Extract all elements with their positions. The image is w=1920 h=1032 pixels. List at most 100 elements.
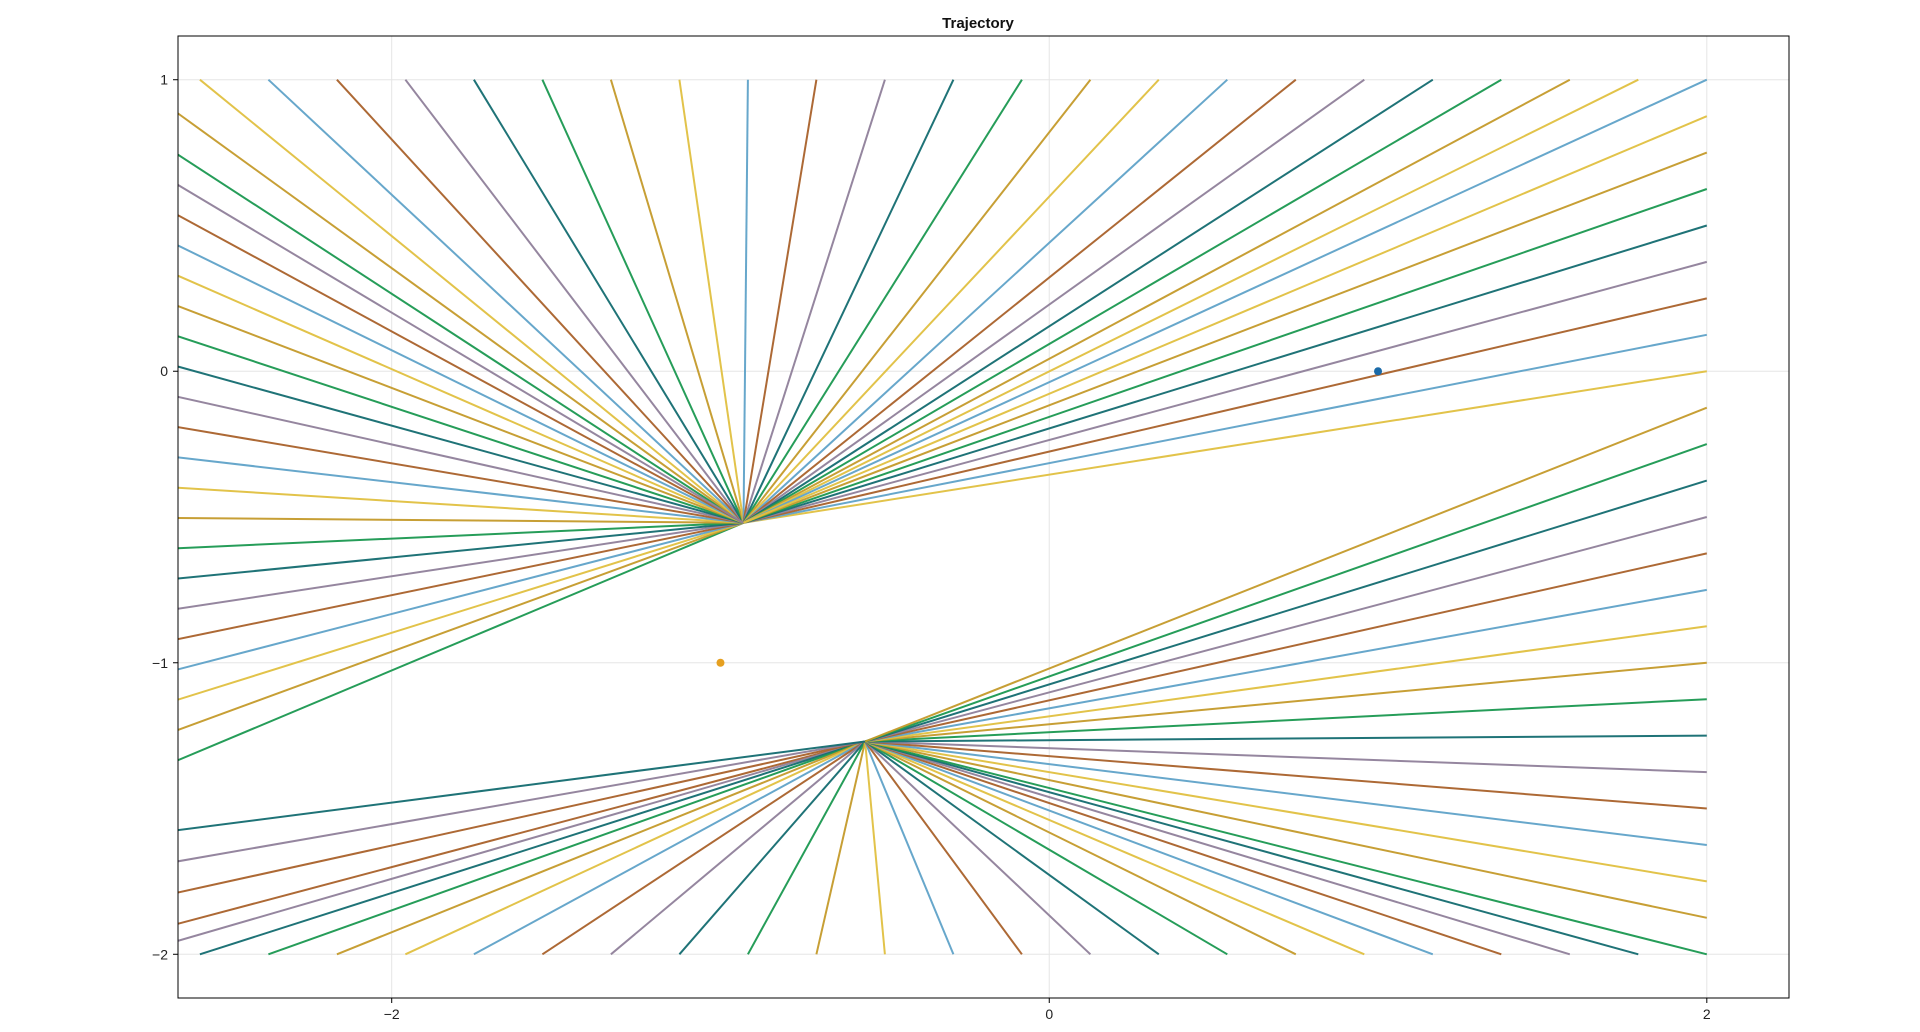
axis-ticks: −2 0 2 1 0 −1 −2	[152, 72, 1711, 1022]
trajectory-line	[865, 734, 1707, 743]
trajectory-line	[864, 740, 1365, 956]
trajectory-line	[336, 79, 745, 524]
trajectory-line	[743, 297, 1708, 524]
trajectory-line	[742, 79, 955, 524]
trajectory-line	[609, 79, 745, 524]
trajectory-line	[199, 740, 866, 956]
trajectory-line	[864, 740, 1092, 956]
trajectory-line	[178, 244, 744, 524]
trajectory-line	[742, 79, 1160, 524]
trajectory-line	[864, 552, 1708, 743]
trajectory-line	[743, 78, 1639, 524]
point-marker	[1374, 367, 1383, 376]
trajectory-line	[743, 78, 1571, 524]
trajectory-line	[864, 740, 1160, 956]
point-marker	[716, 658, 725, 667]
trajectory-line	[178, 521, 744, 732]
trajectory-line	[178, 112, 745, 524]
trajectory-line	[864, 740, 1297, 956]
trajectory-line	[743, 78, 1708, 524]
trajectory-line	[864, 741, 955, 955]
trajectory-line	[178, 516, 744, 524]
trajectory-line	[864, 740, 1707, 846]
trajectory-line	[473, 740, 866, 956]
trajectory-line	[267, 78, 745, 524]
trajectory-line	[199, 78, 745, 524]
y-tick-label: 0	[160, 363, 168, 379]
trajectory-line	[178, 426, 744, 524]
trajectory-line	[178, 365, 744, 524]
trajectory-line	[178, 521, 744, 610]
trajectory-line	[178, 740, 866, 863]
trajectory-line	[178, 521, 744, 550]
trajectory-line	[268, 740, 866, 956]
trajectory-line	[178, 486, 744, 524]
trajectory-line	[864, 740, 1708, 919]
trajectory-line	[178, 183, 745, 524]
trajectory-line	[743, 188, 1708, 524]
trajectory-line	[864, 740, 1434, 956]
trajectory-line	[743, 370, 1707, 524]
trajectory-line	[864, 516, 1708, 743]
trajectory-line	[742, 79, 1023, 524]
trajectory-line	[865, 740, 1707, 810]
trajectory-line	[864, 740, 1023, 955]
trajectory-line	[865, 698, 1707, 743]
trajectory-line	[864, 740, 1571, 956]
trajectory-line	[864, 740, 1707, 883]
trajectory-line	[473, 79, 745, 524]
trajectory-line	[742, 79, 818, 523]
trajectory-line	[178, 740, 866, 925]
trajectory-line	[178, 521, 744, 701]
trajectory-line	[864, 479, 1708, 743]
trajectory-line	[178, 214, 744, 524]
x-tick-label: −2	[384, 1006, 400, 1022]
chart-title: Trajectory	[942, 15, 1014, 32]
trajectory-line	[336, 740, 866, 956]
trajectory-line	[404, 740, 866, 956]
trajectory-line	[742, 78, 1365, 524]
series-lines	[178, 78, 1708, 956]
trajectory-line	[747, 741, 866, 955]
point-markers	[716, 367, 1383, 667]
trajectory-line	[865, 661, 1707, 743]
trajectory-line	[743, 115, 1708, 524]
trajectory-line	[178, 335, 744, 524]
x-tick-label: 2	[1703, 1006, 1711, 1022]
trajectory-line	[404, 79, 745, 524]
trajectory-line	[178, 521, 744, 641]
trajectory-line	[178, 740, 866, 832]
trajectory-line	[743, 260, 1708, 524]
trajectory-line	[178, 521, 744, 580]
trajectory-line	[815, 741, 867, 955]
trajectory-line	[541, 79, 745, 524]
trajectory-line	[178, 153, 745, 524]
trajectory-line	[864, 406, 1708, 743]
trajectory-line	[864, 741, 886, 955]
trajectory-line	[864, 588, 1707, 743]
trajectory-line	[178, 740, 866, 894]
y-tick-label: 1	[160, 72, 168, 88]
trajectory-line	[178, 395, 744, 524]
trajectory-line	[178, 521, 744, 671]
trajectory-line	[178, 456, 744, 524]
trajectory-line	[865, 740, 1707, 774]
trajectory-line	[678, 79, 745, 523]
trajectory-line	[541, 740, 866, 956]
trajectory-line	[678, 740, 866, 955]
trajectory-line	[178, 274, 744, 524]
trajectory-line	[743, 333, 1707, 524]
trajectory-line	[742, 78, 1502, 524]
y-tick-label: −2	[152, 946, 168, 962]
trajectory-line	[178, 304, 744, 524]
trajectory-line	[742, 78, 1434, 524]
trajectory-line	[864, 740, 1502, 956]
trajectory-line	[610, 740, 866, 956]
trajectory-line	[742, 79, 1092, 524]
trajectory-line	[864, 740, 1708, 956]
x-tick-label: 0	[1045, 1006, 1053, 1022]
trajectory-line	[864, 625, 1707, 743]
trajectory-line	[742, 79, 749, 523]
plot-frame	[177, 35, 1790, 999]
